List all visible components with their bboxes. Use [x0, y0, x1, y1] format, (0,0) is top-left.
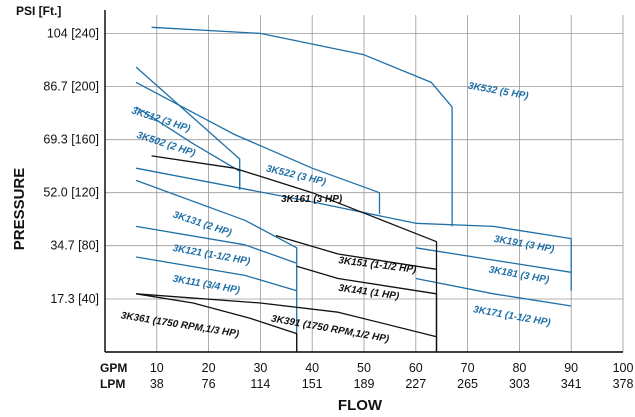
- x-tick-gpm: 10: [150, 361, 164, 375]
- curve-3k171-1-1-2-hp: [415, 277, 572, 307]
- curve-label-3k532-5-hp: 3K532 (5 HP): [467, 81, 530, 103]
- curve-label-3k111-3-4-hp: 3K111 (3/4 HP): [172, 274, 242, 297]
- y-tick-label: 69.3 [160]: [43, 133, 99, 147]
- curve-3k121-1-1-2-hp: [135, 225, 297, 264]
- x-tick-lpm: 38: [150, 377, 164, 391]
- curve-3k522-3-hp: [135, 81, 381, 215]
- x-tick-lpm: 114: [250, 377, 270, 391]
- curve-label-3k151-1-1-2-hp: 3K151 (1-1/2 HP): [338, 255, 418, 276]
- x-row1-label: GPM: [100, 361, 127, 375]
- curve-3k361-1750-rpm-1-3-hp: [135, 293, 298, 352]
- x-tick-gpm: 60: [409, 361, 423, 375]
- x-tick-gpm: 50: [357, 361, 371, 375]
- curve-labels: 3K532 (5 HP)3K512 (3 HP)3K502 (2 HP)3K52…: [120, 81, 556, 346]
- x-tick-gpm: 40: [305, 361, 319, 375]
- curve-3k502-2-hp: [135, 106, 241, 190]
- y-tick-label: 17.3 [40]: [50, 292, 99, 306]
- y-unit-label: PSI [Ft.]: [16, 4, 61, 18]
- grid: [105, 15, 624, 352]
- curve-3k161-3-hp: [151, 155, 438, 352]
- curve-3k532-5-hp: [151, 26, 453, 227]
- x-tick-gpm: 30: [253, 361, 267, 375]
- curve-3k151-1-1-2-hp: [275, 234, 437, 270]
- curve-label-3k131-2-hp: 3K131 (2 HP): [171, 210, 233, 240]
- curve-3k191-3-hp: [135, 167, 572, 291]
- axes: 10 38 20 76 30 114 40 151 50 189 60 227 70 265 80 303 90…: [43, 10, 633, 391]
- curve-3k181-3-hp: [415, 247, 572, 273]
- y-tick-label: 104 [240]: [47, 26, 99, 40]
- y-tick-label: 34.7 [80]: [50, 239, 99, 253]
- y-tick-label: 86.7 [200]: [43, 79, 99, 93]
- x-tick-gpm: 20: [202, 361, 216, 375]
- curves: [135, 26, 572, 352]
- curve-3k391-1750-rpm-1-2-hp: [136, 293, 437, 338]
- curve-label-3k522-3-hp: 3K522 (3 HP): [265, 163, 328, 188]
- x-tick-lpm: 378: [613, 377, 634, 391]
- y-tick-label: 52.0 [120]: [43, 186, 99, 200]
- curve-label-3k171-1-1-2-hp: 3K171 (1-1/2 HP): [472, 304, 552, 329]
- curve-3k141-1-hp: [296, 265, 438, 352]
- curve-label-3k121-1-1-2-hp: 3K121 (1-1/2 HP): [172, 243, 252, 268]
- x-axis-title: FLOW: [338, 397, 383, 414]
- x-tick-lpm: 151: [302, 377, 323, 391]
- curve-3k131-2-hp: [135, 179, 298, 352]
- x-tick-gpm: 80: [512, 361, 526, 375]
- x-tick-gpm: 90: [564, 361, 578, 375]
- x-tick-gpm: 100: [613, 361, 634, 375]
- curve-3k111-3-4-hp: [135, 256, 297, 292]
- x-tick-lpm: 189: [354, 377, 375, 391]
- x-tick-lpm: 227: [405, 377, 426, 391]
- curve-label-3k361-1750-rpm-1-3-hp: 3K361 (1750 RPM,1/3 HP): [120, 310, 240, 340]
- x-tick-lpm: 341: [561, 377, 582, 391]
- curve-label-3k191-3-hp: 3K191 (3 HP): [493, 234, 556, 256]
- curve-label-3k391-1750-rpm-1-2-hp: 3K391 (1750 RPM,1/2 HP): [270, 313, 390, 345]
- x-tick-lpm: 303: [509, 377, 530, 391]
- x-tick-lpm: 76: [202, 377, 216, 391]
- curve-label-3k161-3-hp: 3K161 (3 HP): [281, 194, 343, 205]
- x-tick-gpm: 70: [461, 361, 475, 375]
- x-row2-label: LPM: [100, 377, 125, 391]
- y-axis-title: PRESSURE: [11, 168, 28, 251]
- x-tick-lpm: 265: [457, 377, 478, 391]
